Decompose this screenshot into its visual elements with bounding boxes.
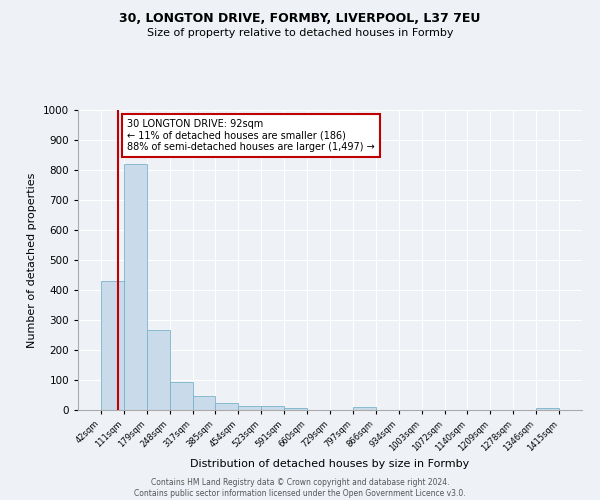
Bar (284, 408, 307, 410)
Bar (146, 330, 170, 410)
Bar (101, 281, 124, 410)
Y-axis label: Number of detached properties: Number of detached properties (27, 172, 37, 348)
Bar (124, 164, 146, 410)
Bar (238, 406, 262, 410)
Text: 30, LONGTON DRIVE, FORMBY, LIVERPOOL, L37 7EU: 30, LONGTON DRIVE, FORMBY, LIVERPOOL, L3… (119, 12, 481, 26)
Text: Contains HM Land Registry data © Crown copyright and database right 2024.
Contai: Contains HM Land Registry data © Crown c… (134, 478, 466, 498)
Bar (215, 404, 238, 410)
Text: Size of property relative to detached houses in Formby: Size of property relative to detached ho… (147, 28, 453, 38)
Bar (193, 396, 215, 410)
Text: 30 LONGTON DRIVE: 92sqm
← 11% of detached houses are smaller (186)
88% of semi-d: 30 LONGTON DRIVE: 92sqm ← 11% of detache… (127, 119, 374, 152)
Bar (170, 382, 193, 410)
Bar (262, 406, 284, 410)
Bar (536, 408, 559, 410)
Bar (353, 407, 376, 410)
X-axis label: Distribution of detached houses by size in Formby: Distribution of detached houses by size … (190, 458, 470, 468)
